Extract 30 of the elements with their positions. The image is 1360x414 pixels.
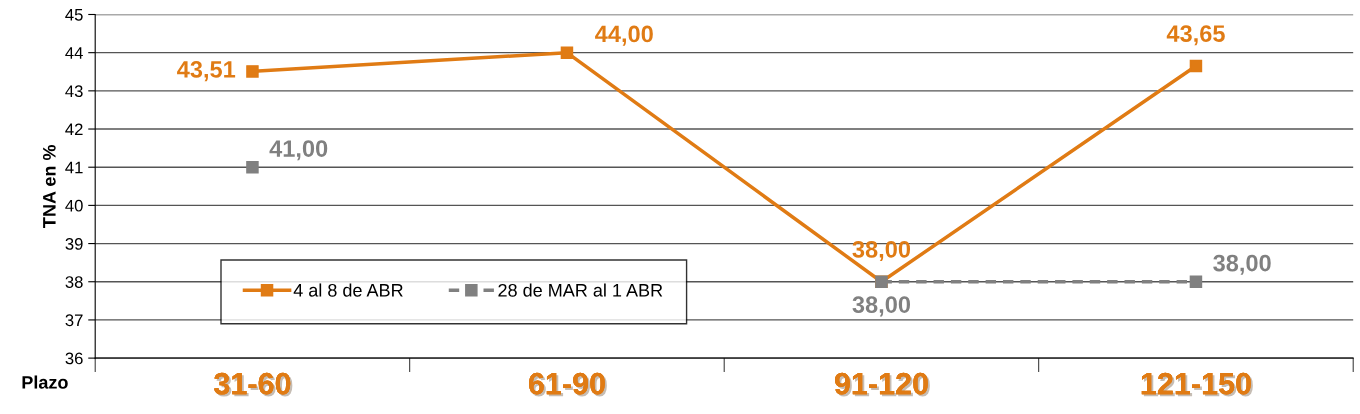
data-label: 44,00 [595,25,653,46]
y-axis-title: TNA en % [42,144,56,228]
y-tick-label: 42 [65,123,83,136]
y-tick-label: 40 [65,199,83,212]
point [1189,275,1203,289]
legend-label: 28 de MAR al 1 ABR [498,283,663,297]
point [1189,59,1203,73]
data-label: 43,51 [177,61,236,82]
x-axis-title: Plazo [22,375,68,389]
data-label: 41,00 [269,140,328,161]
y-tick-label: 36 [65,352,83,365]
y-tick-label: 41 [65,161,83,174]
data-label: 38,00 [1213,254,1271,275]
y-tick-label: 38 [65,276,83,288]
x-tick-label: 121-150 [1141,372,1253,397]
y-tick-label: 37 [65,314,83,327]
y-tick-label: 44 [65,47,83,59]
y-tick-label: 45 [65,9,83,21]
y-tick-label: 39 [65,237,83,250]
data-label: 43,65 [1166,25,1225,46]
x-tick-label: 91-120 [834,372,930,397]
x-tick-label: 61-90 [529,372,607,397]
x-tick-label: 31-60 [214,372,293,397]
point [246,160,259,174]
data-label: 38,00 [852,296,911,317]
data-label: 38,00 [852,240,911,262]
y-tick-label: 43 [65,85,83,98]
point [560,46,574,59]
point [246,65,259,78]
legend-label: 4 al 8 de ABR [293,283,403,297]
